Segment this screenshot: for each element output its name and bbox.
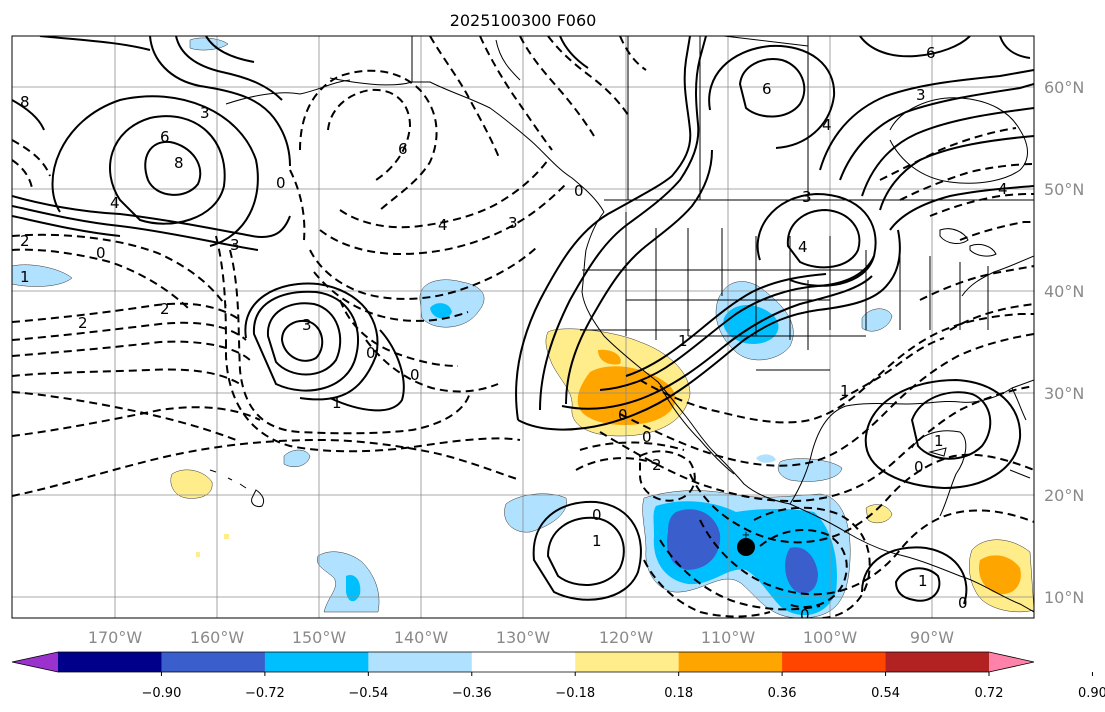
lon-tick-label: 170°W [88, 628, 143, 647]
colorbar-segment [575, 652, 680, 672]
lon-tick-label: 90°W [910, 628, 954, 647]
colorbar-tick-label: 0.54 [871, 686, 900, 701]
contour-label: 4 [998, 180, 1008, 198]
contour-labels: 8 3 6 8 4 0 2 1 6 4 3 0 3 2 3 0 0 1 2 6 … [20, 44, 1008, 624]
contour-label: 0 [366, 344, 376, 362]
colorbar [11, 651, 1035, 673]
contour-label: 6 [160, 128, 170, 146]
contour-label: 4 [110, 194, 120, 212]
latitude-ticks: 60°N 50°N 40°N 30°N 20°N 10°N [1044, 78, 1084, 607]
colorbar-extend-max [989, 652, 1034, 672]
lat-tick-label: 30°N [1044, 384, 1084, 403]
contour-label: 6 [762, 80, 772, 98]
colorbar-extend-min [12, 652, 58, 672]
contour-label: 2 [78, 314, 88, 332]
map-title: 2025100300 F060 [450, 11, 597, 30]
colorbar-segment [471, 652, 576, 672]
contour-label: 0 [618, 406, 628, 424]
storm-center-marker [737, 538, 755, 556]
contour-label: 8 [20, 93, 30, 111]
contour-label: 0 [800, 606, 810, 624]
lat-tick-label: 40°N [1044, 282, 1084, 301]
longitude-ticks: 170°W 160°W 150°W 140°W 130°W 120°W 110°… [88, 628, 954, 647]
contour-label: 0 [642, 428, 652, 446]
colorbar-tick-label: 0.72 [975, 686, 1004, 701]
colorbar-tick-label: −0.18 [555, 686, 595, 701]
lon-tick-label: 150°W [292, 628, 347, 647]
colorbar-segment [58, 652, 162, 672]
contour-label: 1 [20, 268, 30, 286]
colorbar-tick-label: −0.36 [452, 686, 492, 701]
contour-label: 1 [592, 532, 602, 550]
contour-label: 6 [926, 44, 936, 62]
contour-label: 3 [916, 86, 926, 104]
contour-label: 1 [678, 332, 688, 350]
contour-label: 0 [958, 594, 968, 612]
colorbar-tick-label: −0.72 [245, 686, 285, 701]
contour-label: 1 [840, 382, 850, 400]
contour-label: 0 [276, 174, 286, 192]
colorbar-outline [11, 651, 1035, 673]
contour-label: 0 [574, 182, 584, 200]
contour-label: 3 [302, 316, 312, 334]
contour-label: 1 [918, 572, 928, 590]
colorbar-segment [678, 652, 783, 672]
map-area: 8 3 6 8 4 0 2 1 6 4 3 0 3 2 3 0 0 1 2 6 … [12, 36, 1034, 624]
lon-tick-label: 130°W [496, 628, 551, 647]
contour-label: 4 [822, 116, 832, 134]
lat-tick-label: 20°N [1044, 486, 1084, 505]
graticule [12, 36, 1034, 618]
lon-tick-label: 160°W [190, 628, 245, 647]
contour-label: 3 [230, 236, 240, 254]
colorbar-segment [161, 652, 266, 672]
lon-tick-label: 100°W [803, 628, 858, 647]
lat-tick-label: 10°N [1044, 588, 1084, 607]
colorbar-tick-label: 0.90 [1078, 686, 1105, 701]
contour-label: 4 [438, 216, 448, 234]
contour-label: 3 [802, 188, 812, 206]
contour-label: 0 [592, 506, 602, 524]
contour-label: 0 [96, 244, 106, 262]
solid-contours [12, 36, 1034, 605]
contour-label: 3 [508, 214, 518, 232]
lon-tick-label: 110°W [701, 628, 756, 647]
contour-label: 1 [934, 432, 944, 450]
contour-label: 6 [398, 140, 408, 158]
contour-label: 0 [914, 458, 924, 476]
contour-label: 4 [798, 238, 808, 256]
lat-tick-label: 60°N [1044, 78, 1084, 97]
contour-label: 8 [174, 154, 184, 172]
colorbar-tick-label: −0.54 [348, 686, 388, 701]
colorbar-ticks: −0.90 −0.72 −0.54 −0.36 −0.18 0.18 0.36 0.54 0.7… [142, 672, 1105, 701]
colorbar-tick-label: 0.36 [768, 686, 797, 701]
colorbar-tick-label: 0.18 [664, 686, 693, 701]
colorbar-segment [782, 652, 887, 672]
lon-tick-label: 140°W [394, 628, 449, 647]
contour-label: 0 [410, 366, 420, 384]
colorbar-segment [885, 652, 990, 672]
storm-center-plus: + [742, 530, 750, 541]
contour-label: 2 [20, 232, 30, 250]
contour-label: 2 [652, 456, 662, 474]
contour-label: 2 [160, 300, 170, 318]
contour-label: 3 [200, 104, 210, 122]
dashed-contours [12, 36, 1034, 618]
lat-tick-label: 50°N [1044, 180, 1084, 199]
lon-tick-label: 120°W [599, 628, 654, 647]
contour-label: 1 [332, 394, 342, 412]
colorbar-segment [264, 652, 369, 672]
map-frame [11, 35, 1035, 619]
colorbar-segment [368, 652, 473, 672]
colorbar-tick-label: −0.90 [142, 686, 182, 701]
